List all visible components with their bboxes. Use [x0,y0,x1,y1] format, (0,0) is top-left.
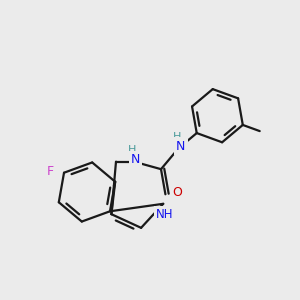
Text: N: N [176,140,185,153]
Text: H: H [128,145,136,155]
Text: NH: NH [156,208,173,221]
Text: N: N [131,153,140,166]
Text: F: F [47,165,54,178]
Text: O: O [172,186,182,199]
Text: H: H [173,132,181,142]
